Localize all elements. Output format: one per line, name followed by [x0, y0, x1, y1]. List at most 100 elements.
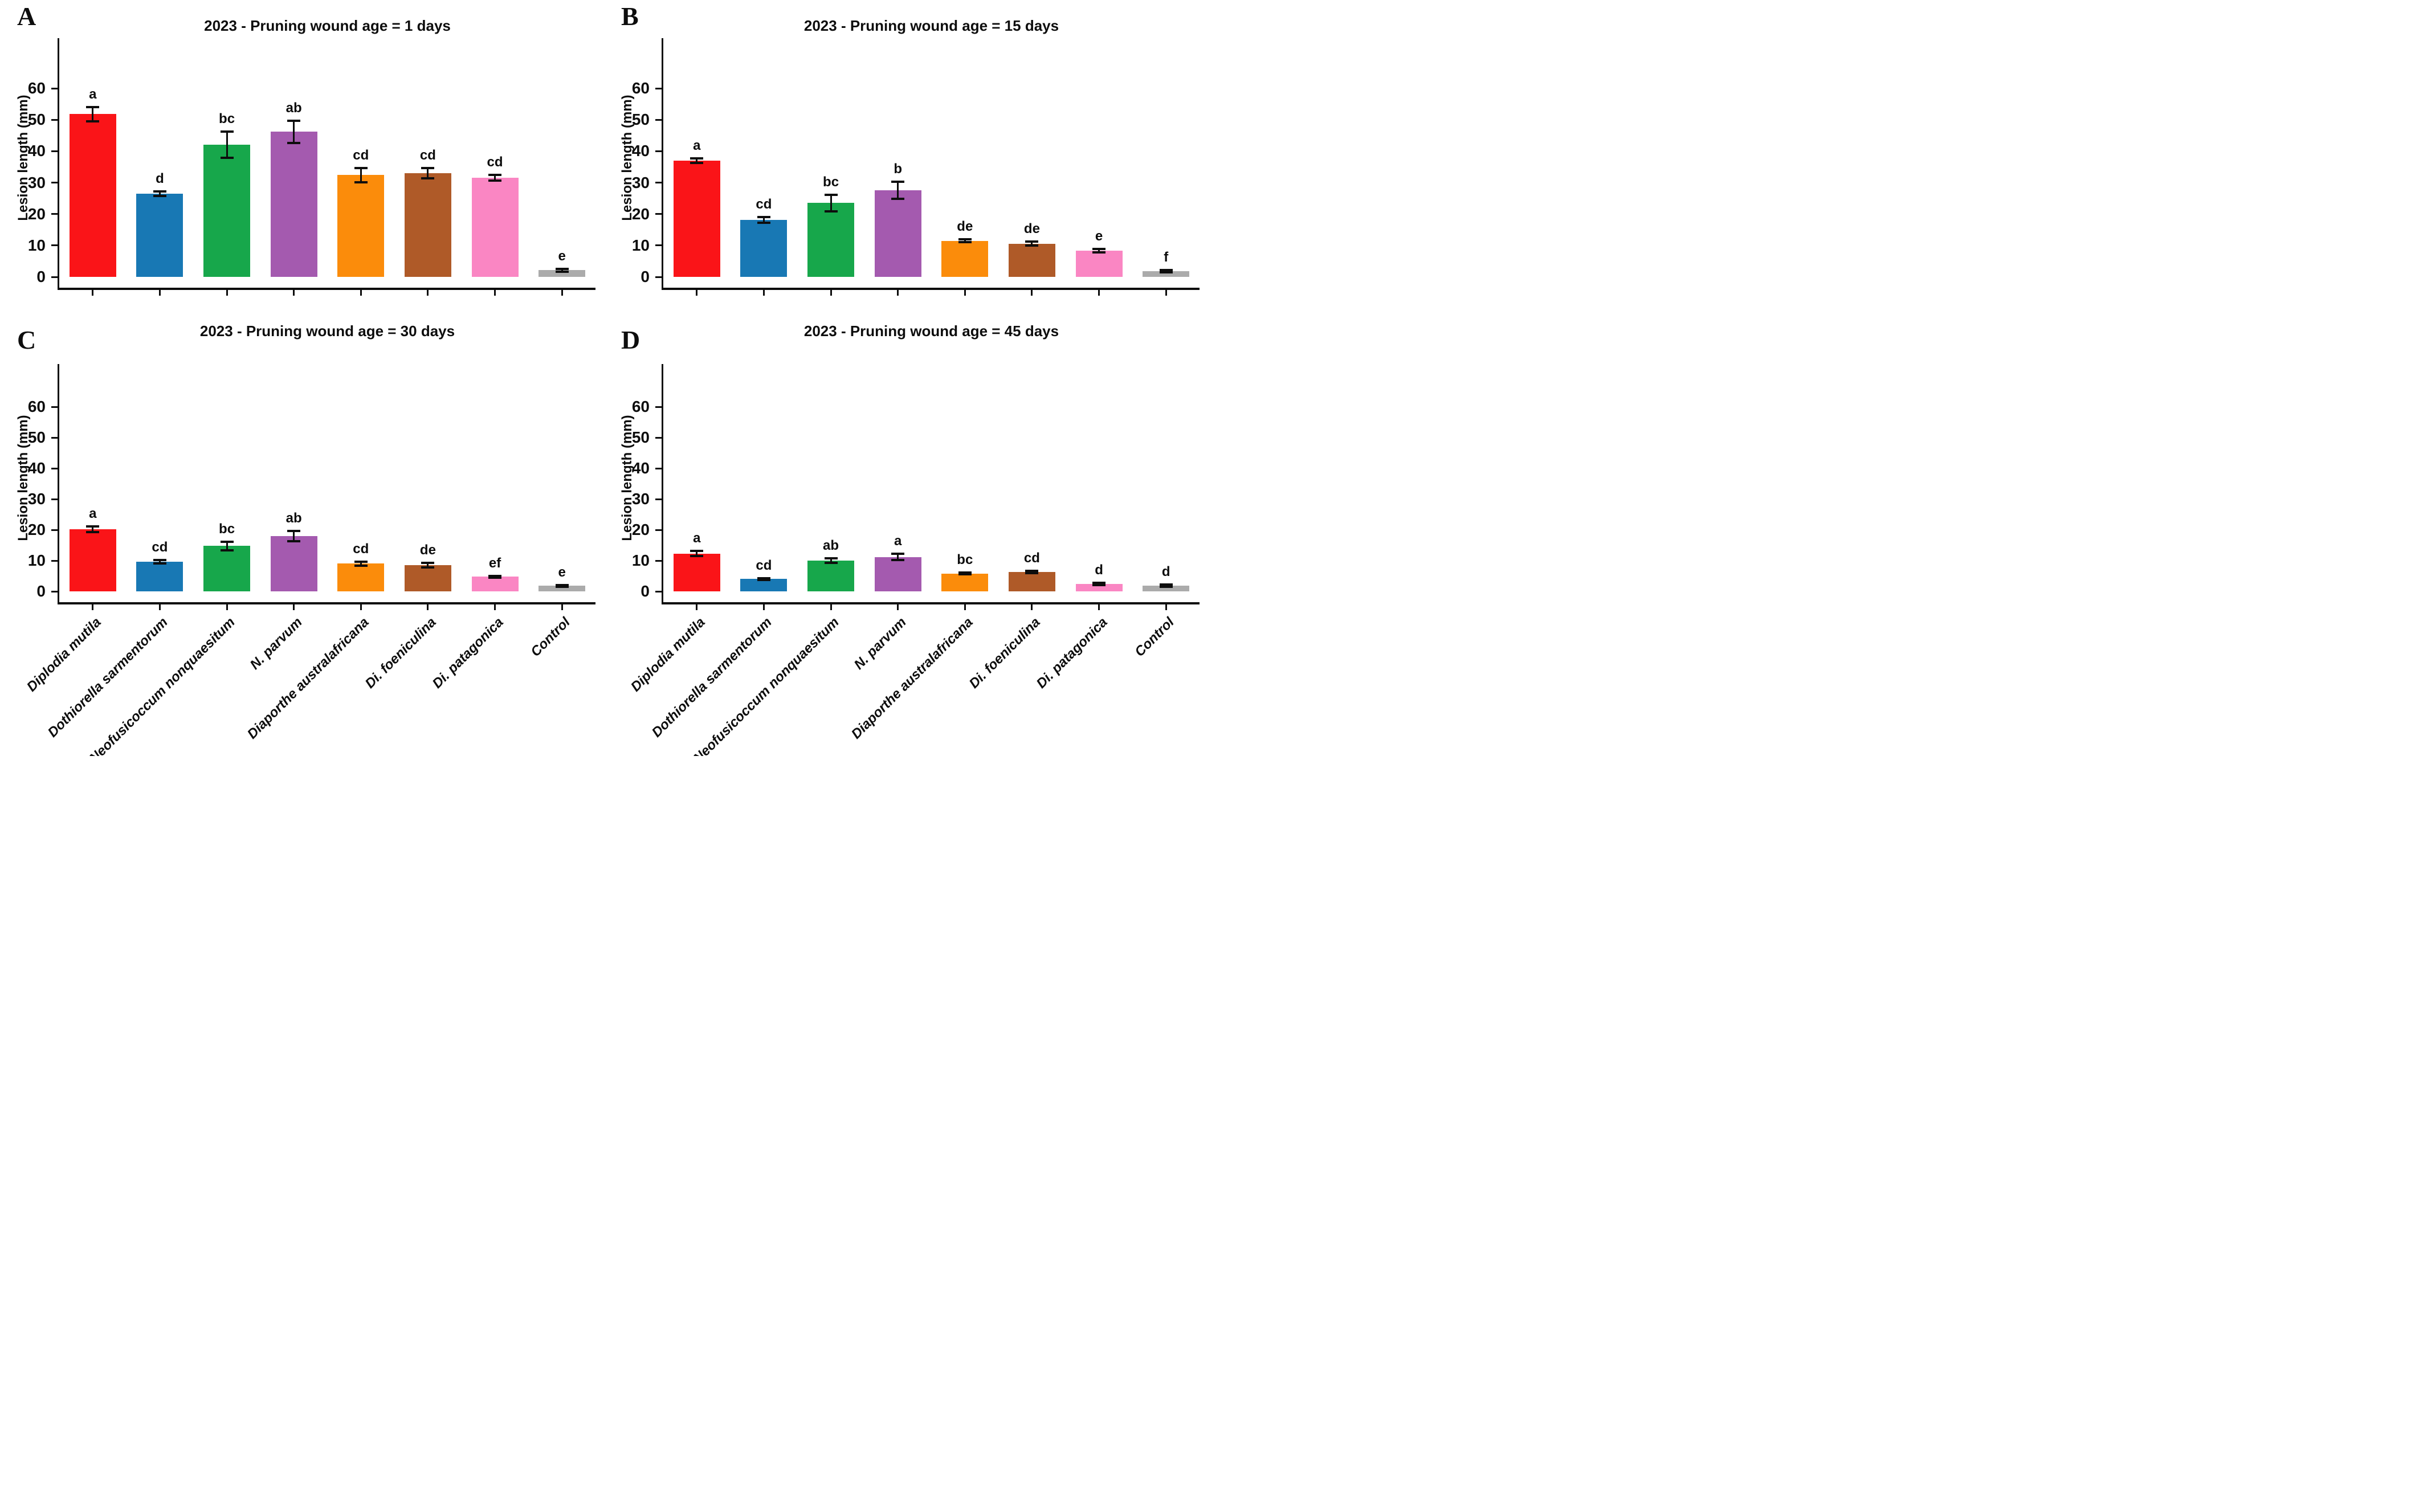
error-bar-line: [158, 560, 161, 564]
bar: [203, 144, 251, 277]
x-tick: [1098, 290, 1100, 296]
x-tick-label: Dothiorella sarmentorum: [649, 614, 776, 741]
y-tick: [51, 118, 58, 121]
y-tick: [655, 182, 662, 184]
bar: [941, 573, 989, 591]
error-bar-cap: [153, 190, 166, 193]
error-bar-cap: [958, 573, 972, 576]
significance-letter: a: [89, 86, 97, 102]
error-bar-cap: [555, 268, 569, 271]
y-tick-label: 50: [27, 111, 46, 129]
error-bar-cap: [1025, 240, 1039, 243]
x-tick-label: N. parvum: [851, 614, 909, 673]
significance-letter: bc: [219, 111, 235, 127]
y-axis-line: [662, 364, 663, 604]
error-bar-cap: [690, 157, 704, 160]
error-bar-cap: [1159, 586, 1173, 589]
y-tick-label: 0: [36, 268, 46, 285]
y-tick-label: 0: [36, 582, 46, 600]
error-bar-cap: [421, 562, 435, 565]
error-bar-cap: [757, 216, 770, 219]
error-bar-line: [158, 191, 161, 196]
significance-letter: f: [1164, 250, 1169, 265]
bar: [1075, 251, 1123, 277]
x-tick: [561, 604, 563, 610]
error-bar-cap: [488, 574, 502, 577]
y-tick: [51, 150, 58, 152]
panel-title: 2023 - Pruning wound age = 15 days: [803, 17, 1059, 34]
y-tick-label: 50: [631, 111, 650, 129]
panel-B: B 2023 - Pruning wound age = 15 days Lesio…: [0, 0, 1208, 756]
bar: [673, 553, 720, 591]
error-bar-line: [830, 558, 832, 563]
x-tick: [158, 290, 161, 296]
y-tick: [655, 244, 662, 247]
error-bar-line: [1098, 249, 1100, 252]
error-bar-cap: [1092, 583, 1106, 586]
bar: [203, 546, 251, 591]
error-bar-cap: [287, 529, 301, 532]
error-bar-cap: [555, 585, 569, 588]
y-tick-label: 20: [27, 205, 46, 223]
error-bar-line: [427, 563, 429, 567]
bar: [539, 270, 586, 277]
bar: [1008, 243, 1055, 277]
significance-letter: d: [1095, 562, 1103, 578]
error-bar-cap: [354, 167, 368, 170]
error-bar-cap: [1159, 271, 1173, 273]
y-tick-label: 40: [631, 459, 650, 477]
y-tick: [655, 467, 662, 469]
y-tick-label: 60: [631, 398, 650, 416]
significance-letter: de: [419, 542, 436, 558]
y-tick-label: 10: [27, 236, 46, 254]
y-tick-label: 60: [27, 398, 46, 416]
y-tick: [655, 118, 662, 121]
y-tick-label: 20: [631, 205, 650, 223]
bar: [69, 114, 116, 277]
significance-letter: ab: [285, 100, 302, 116]
y-tick: [51, 406, 58, 408]
error-bar-cap: [220, 130, 234, 133]
y-tick-label: 30: [27, 173, 46, 191]
error-bar-cap: [555, 583, 569, 586]
significance-letter: cd: [152, 540, 168, 555]
x-axis-line: [58, 288, 595, 290]
error-bar-line: [92, 526, 94, 533]
y-tick-label: 10: [631, 551, 650, 570]
error-bar-cap: [1092, 582, 1106, 585]
error-bar-cap: [287, 540, 301, 543]
error-bar-cap: [86, 120, 100, 123]
x-axis-line: [58, 602, 595, 604]
y-tick-label: 30: [27, 490, 46, 508]
significance-letter: e: [558, 248, 566, 264]
error-bar-line: [360, 168, 362, 182]
significance-letter: ab: [823, 537, 839, 553]
significance-letter: cd: [1023, 550, 1040, 566]
y-tick: [655, 529, 662, 531]
y-tick-label: 60: [631, 79, 650, 97]
bar: [1075, 584, 1123, 591]
error-bar-line: [494, 175, 496, 181]
panel-letter: D: [621, 325, 641, 354]
x-tick: [293, 604, 295, 610]
significance-letter: cd: [353, 148, 369, 164]
significance-letter: e: [558, 564, 566, 580]
x-tick: [1031, 604, 1033, 610]
x-tick: [696, 604, 698, 610]
bar: [1143, 586, 1190, 591]
y-tick: [51, 559, 58, 562]
error-bar-line: [762, 217, 765, 223]
y-tick-label: 60: [27, 79, 46, 97]
y-tick: [655, 150, 662, 152]
error-bar-line: [897, 554, 899, 560]
x-tick: [293, 290, 295, 296]
x-tick: [897, 290, 899, 296]
error-bar-cap: [354, 560, 368, 563]
x-tick: [494, 604, 496, 610]
y-tick-label: 30: [631, 490, 650, 508]
significance-letter: a: [894, 533, 902, 549]
error-bar-line: [964, 239, 966, 242]
x-tick: [92, 604, 94, 610]
x-tick: [964, 604, 966, 610]
y-tick-label: 40: [27, 459, 46, 477]
